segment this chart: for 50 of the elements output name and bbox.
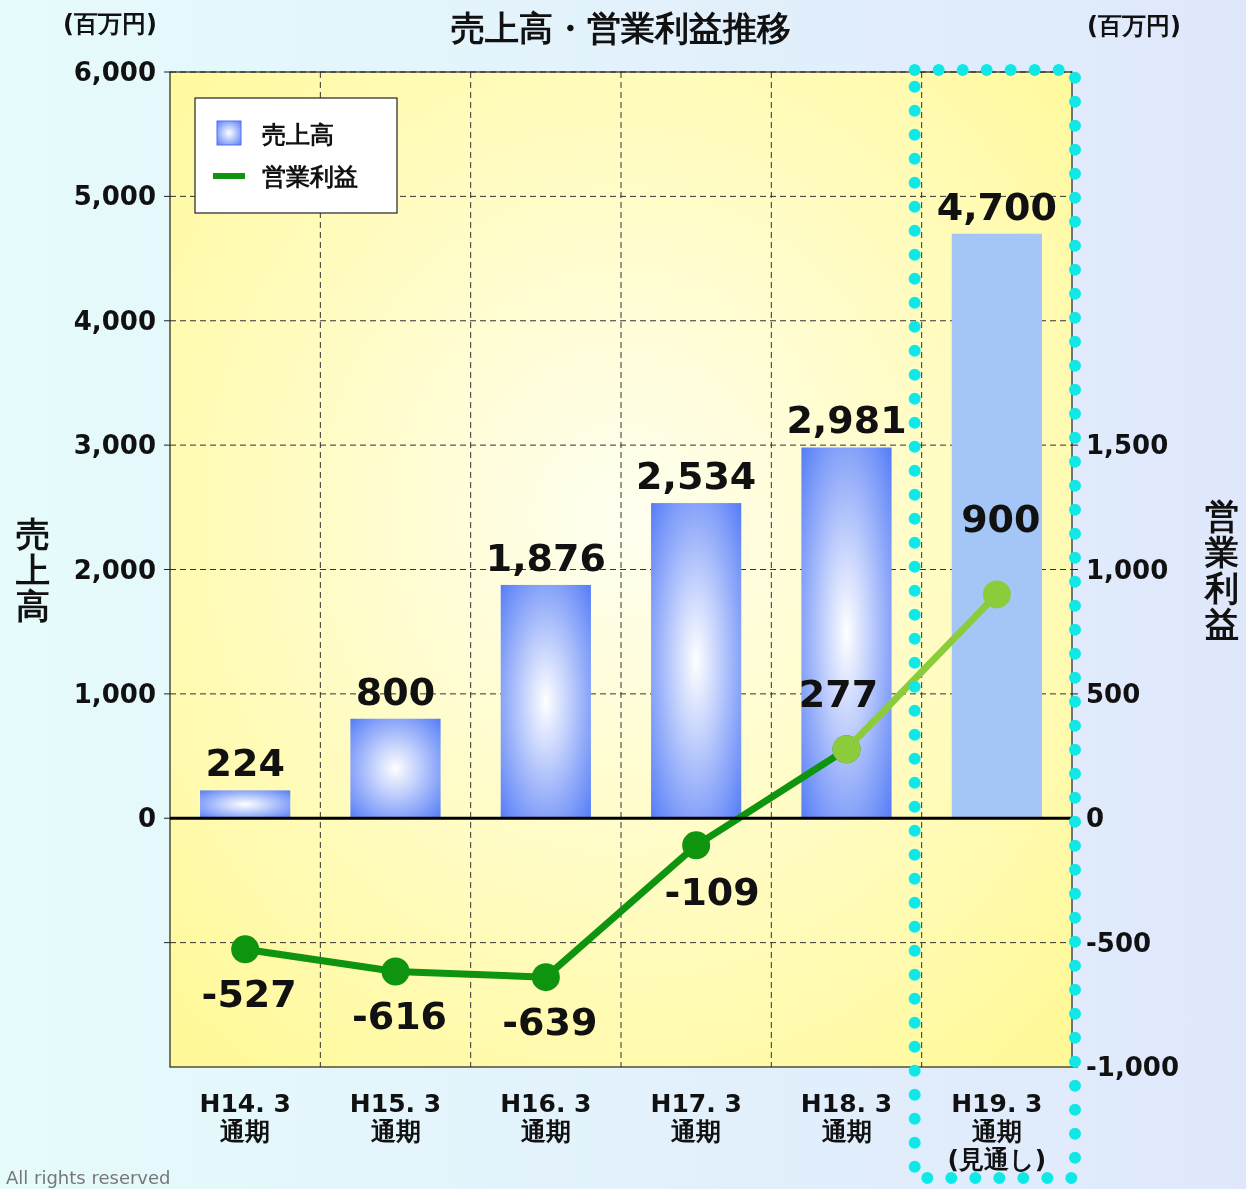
data-label: 2,534 [636, 454, 757, 499]
chart-title: 売上高・営業利益推移 [451, 8, 791, 48]
data-label: -527 [201, 972, 297, 1017]
x-tick-label: H18. 3 通期 [800, 1089, 893, 1146]
data-label: 800 [355, 669, 436, 714]
point [682, 831, 711, 860]
point [531, 963, 560, 992]
text: (百万円) [63, 10, 157, 38]
x-tick-label: H19. 3 通期 (見通し) [947, 1089, 1047, 1174]
x-tick-label: H17. 3 通期 [650, 1089, 742, 1146]
data-label: 900 [961, 497, 1041, 542]
y2-tick-label: 500 [1086, 678, 1141, 709]
point [231, 935, 260, 964]
y2-tick-label: 0 [1086, 803, 1105, 834]
y2-tick-label: 1,500 [1086, 430, 1169, 461]
y-tick-label: 6,000 [73, 57, 156, 87]
legend-label: 売上高 [262, 121, 334, 149]
bar [500, 584, 591, 819]
y-tick-label: 2,000 [73, 554, 156, 585]
data-label: 1,876 [485, 535, 606, 580]
data-label: 224 [205, 741, 285, 786]
y-tick-label: 1,000 [73, 678, 156, 709]
data-label: 277 [798, 672, 879, 717]
data-label: 2,981 [786, 398, 907, 443]
x-tick-label: H16. 3 通期 [500, 1089, 592, 1146]
y-tick-label: 4,000 [73, 305, 156, 336]
bar [801, 447, 892, 819]
x-tick-label: H15. 3 通期 [349, 1089, 442, 1146]
point [982, 580, 1011, 609]
bar [951, 233, 1042, 819]
bar [651, 503, 742, 819]
y-tick-label: 3,000 [73, 430, 156, 461]
data-label: 4,700 [936, 184, 1057, 229]
y-tick-label: 5,000 [73, 181, 156, 212]
text: (百万円) [1087, 12, 1181, 40]
data-label: -616 [351, 994, 448, 1039]
x-tick-label: H14. 3 通期 [199, 1089, 291, 1146]
legend-label: 営業利益 [262, 163, 358, 191]
y-tick-label: 0 [137, 803, 156, 834]
y2-tick-label: -1,000 [1086, 1052, 1180, 1082]
y2-tick-label: -500 [1086, 927, 1152, 958]
y-axis-title: 売上高 [15, 514, 50, 626]
y2-tick-label: 1,000 [1086, 554, 1169, 585]
text: All rights reserved [6, 1167, 171, 1188]
bar [350, 718, 441, 819]
y2-axis-title: 営業利益 [1203, 496, 1239, 644]
data-label: -109 [664, 870, 760, 915]
data-label: -639 [502, 1000, 598, 1045]
point [381, 957, 410, 986]
bar [200, 790, 291, 819]
